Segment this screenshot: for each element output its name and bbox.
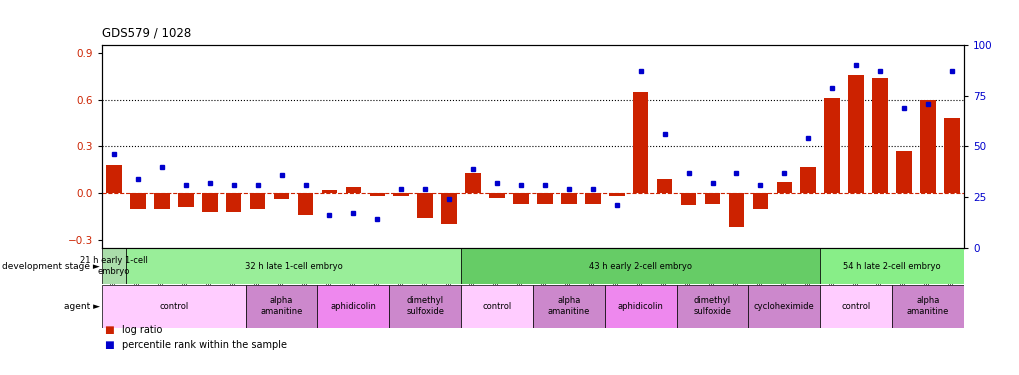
Bar bbox=[752, 193, 767, 208]
Bar bbox=[225, 193, 242, 211]
Bar bbox=[250, 193, 265, 208]
Bar bbox=[441, 193, 457, 224]
Bar bbox=[704, 193, 719, 204]
Text: 32 h late 1-cell embryo: 32 h late 1-cell embryo bbox=[245, 262, 342, 271]
Bar bbox=[632, 92, 648, 193]
Text: alpha
amanitine: alpha amanitine bbox=[547, 297, 589, 316]
Bar bbox=[393, 193, 409, 196]
Bar bbox=[465, 173, 480, 193]
Bar bbox=[919, 99, 934, 193]
Bar bbox=[273, 193, 289, 199]
Text: control: control bbox=[159, 302, 189, 310]
Bar bbox=[461, 248, 819, 284]
Bar bbox=[896, 151, 911, 193]
Text: cycloheximide: cycloheximide bbox=[753, 302, 814, 310]
Bar bbox=[680, 193, 696, 206]
Bar bbox=[748, 285, 819, 328]
Text: dimethyl
sulfoxide: dimethyl sulfoxide bbox=[693, 297, 731, 316]
Bar bbox=[585, 193, 600, 204]
Text: aphidicolin: aphidicolin bbox=[618, 302, 663, 310]
Bar bbox=[775, 182, 792, 193]
Bar bbox=[823, 98, 840, 193]
Bar bbox=[892, 285, 963, 328]
Bar bbox=[202, 193, 217, 211]
Bar bbox=[130, 193, 146, 208]
Text: 43 h early 2-cell embryo: 43 h early 2-cell embryo bbox=[589, 262, 692, 271]
Bar bbox=[246, 285, 317, 328]
Text: development stage ►: development stage ► bbox=[2, 262, 100, 271]
Text: percentile rank within the sample: percentile rank within the sample bbox=[122, 340, 287, 350]
Bar bbox=[417, 193, 433, 218]
Bar bbox=[102, 248, 125, 284]
Bar bbox=[656, 179, 672, 193]
Text: agent ►: agent ► bbox=[64, 302, 100, 310]
Bar bbox=[489, 193, 504, 198]
Text: control: control bbox=[841, 302, 870, 310]
Text: control: control bbox=[482, 302, 512, 310]
Bar bbox=[604, 285, 676, 328]
Bar bbox=[944, 118, 959, 193]
Bar bbox=[389, 285, 461, 328]
Bar bbox=[800, 166, 815, 193]
Text: 54 h late 2-cell embryo: 54 h late 2-cell embryo bbox=[843, 262, 940, 271]
Bar bbox=[608, 193, 624, 196]
Bar bbox=[728, 193, 744, 227]
Bar bbox=[819, 248, 963, 284]
Bar bbox=[321, 190, 337, 193]
Bar bbox=[369, 193, 385, 196]
Bar bbox=[871, 78, 887, 193]
Bar bbox=[461, 285, 532, 328]
Text: log ratio: log ratio bbox=[122, 325, 163, 335]
Bar bbox=[537, 193, 552, 204]
Bar bbox=[676, 285, 748, 328]
Bar bbox=[345, 187, 361, 193]
Bar bbox=[819, 285, 892, 328]
Bar bbox=[102, 285, 246, 328]
Bar bbox=[125, 248, 461, 284]
Text: dimethyl
sulfoxide: dimethyl sulfoxide bbox=[406, 297, 444, 316]
Text: alpha
amanitine: alpha amanitine bbox=[906, 297, 949, 316]
Bar bbox=[533, 285, 604, 328]
Bar bbox=[106, 165, 121, 193]
Text: ■: ■ bbox=[104, 325, 114, 335]
Bar bbox=[848, 75, 863, 193]
Text: GDS579 / 1028: GDS579 / 1028 bbox=[102, 27, 192, 40]
Text: ■: ■ bbox=[104, 340, 114, 350]
Bar bbox=[560, 193, 576, 204]
Text: aphidicolin: aphidicolin bbox=[330, 302, 376, 310]
Text: alpha
amanitine: alpha amanitine bbox=[260, 297, 303, 316]
Bar bbox=[298, 193, 313, 215]
Bar bbox=[154, 193, 169, 208]
Bar bbox=[513, 193, 528, 204]
Bar bbox=[317, 285, 389, 328]
Bar bbox=[178, 193, 194, 207]
Text: 21 h early 1-cell
embryo: 21 h early 1-cell embryo bbox=[79, 256, 148, 276]
